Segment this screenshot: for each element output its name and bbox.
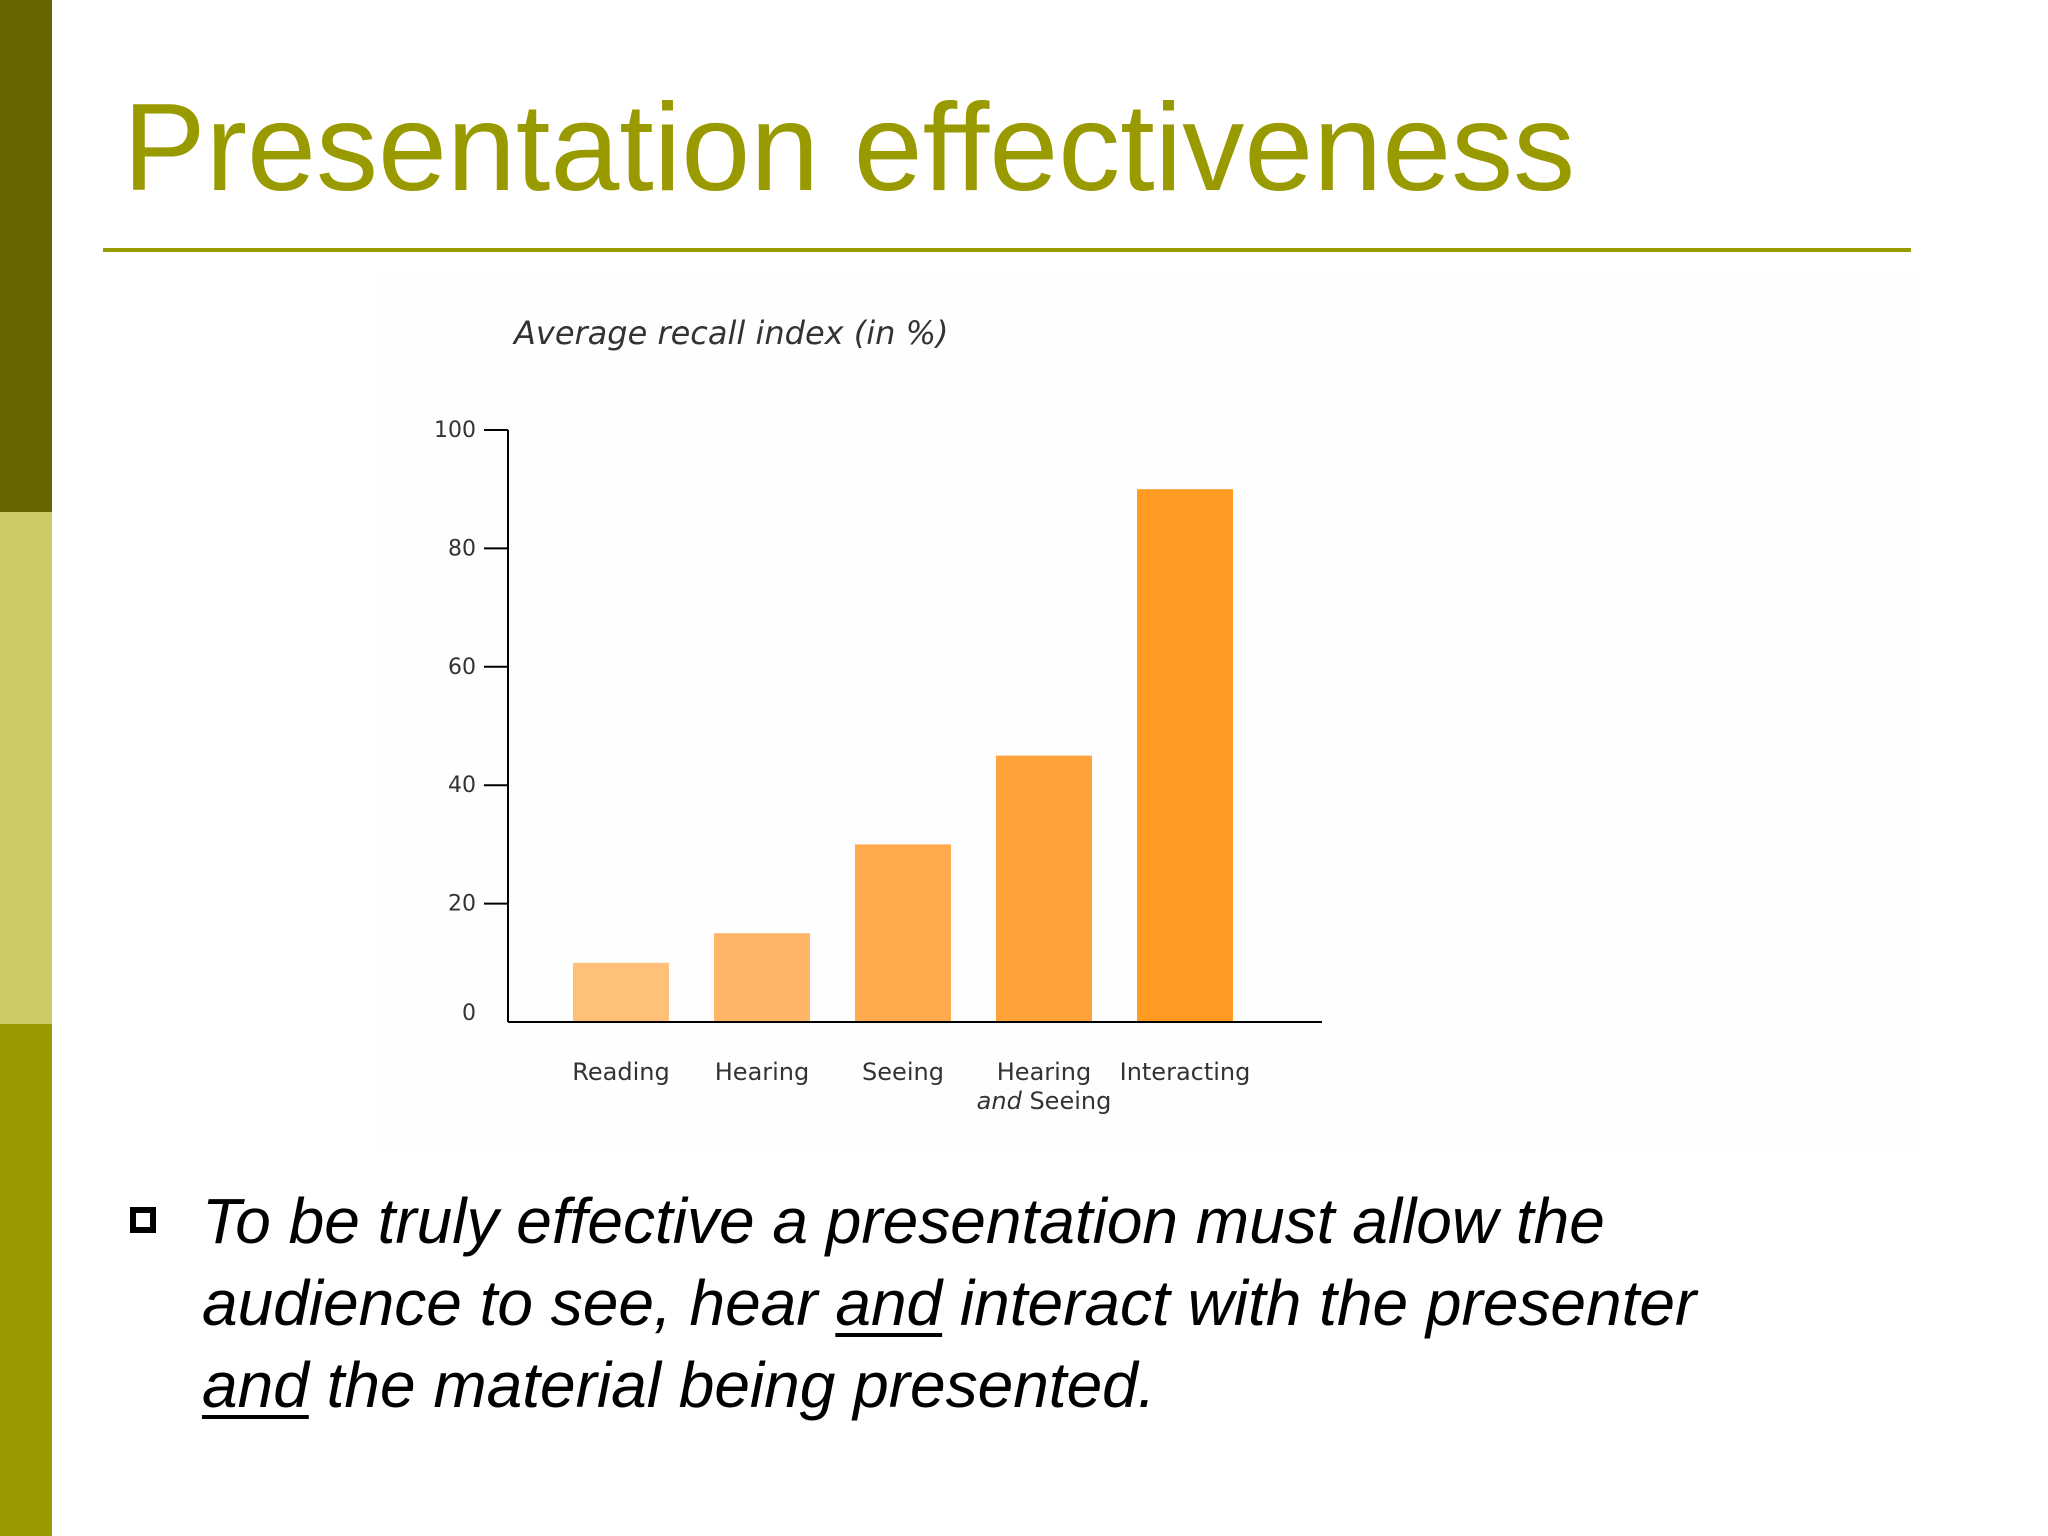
x-category-label-1: Hearing bbox=[715, 1058, 810, 1086]
x-category-label-3-line2: and Seeing bbox=[977, 1087, 1112, 1115]
y-tick-label-40: 40 bbox=[448, 773, 476, 798]
bar-seeing bbox=[855, 844, 951, 1022]
hollow-square-bullet-icon bbox=[130, 1207, 156, 1233]
y-tick-label-80: 80 bbox=[448, 536, 476, 561]
y-tick-label-60: 60 bbox=[448, 655, 476, 680]
bullet-text: To be truly effective a presentation mus… bbox=[202, 1180, 1922, 1426]
y-tick-label-100: 100 bbox=[434, 418, 476, 443]
y-tick-label-0: 0 bbox=[462, 1001, 476, 1026]
bullet-line-1: To be truly effective a presentation mus… bbox=[202, 1185, 1605, 1257]
x-category-label-3: Hearing bbox=[997, 1058, 1092, 1086]
recall-bar-chart: Average recall index (in %) 0 20 40 60 80 100 R… bbox=[434, 314, 1322, 1115]
bullet-line-2-post: interact with the presenter bbox=[942, 1267, 1697, 1339]
sidebar-middle-band bbox=[0, 512, 52, 1024]
bullet-line-3-emphasis: and bbox=[202, 1349, 309, 1421]
bullet-line-3-post: the material being presented. bbox=[308, 1349, 1156, 1421]
x-category-label-3-italic: and bbox=[977, 1087, 1023, 1115]
x-category-label-3-rest: Seeing bbox=[1022, 1087, 1112, 1115]
x-category-label-0: Reading bbox=[572, 1058, 669, 1086]
slide-title: Presentation effectiveness bbox=[123, 79, 1576, 217]
bar-reading bbox=[573, 962, 669, 1022]
bar-interacting bbox=[1137, 489, 1233, 1022]
bar-hearing-and-seeing bbox=[996, 755, 1092, 1022]
bullet-line-2-emphasis: and bbox=[835, 1267, 943, 1339]
chart-panel: Average recall index (in %) 0 20 40 60 80 100 R… bbox=[380, 278, 1920, 1148]
sidebar-top-band bbox=[0, 0, 52, 512]
chart-title: Average recall index (in %) bbox=[512, 314, 948, 352]
y-tick-label-20: 20 bbox=[448, 892, 476, 917]
bullet-line-2-pre: audience to see, hear bbox=[202, 1267, 836, 1339]
title-underline-rule bbox=[103, 248, 1911, 252]
bar-hearing bbox=[714, 933, 810, 1022]
x-category-label-2: Seeing bbox=[862, 1058, 944, 1086]
sidebar-bottom-band bbox=[0, 1024, 52, 1536]
x-category-label-4: Interacting bbox=[1120, 1058, 1251, 1086]
